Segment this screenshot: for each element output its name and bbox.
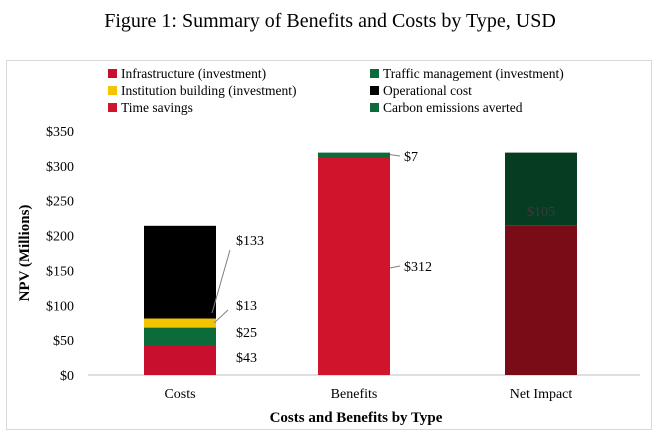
legend-label: Carbon emissions averted [383,100,523,115]
data-label: $312 [404,260,432,275]
data-label: $43 [236,351,257,366]
y-tick-label: $200 [46,230,74,245]
leader-line [389,154,401,157]
data-label: $105 [527,205,555,220]
legend-label: Institution building (investment) [121,83,297,98]
x-tick-label: Costs [164,387,195,402]
legend-label: Operational cost [383,83,472,98]
data-label: $133 [236,234,264,249]
chart-frame [6,60,652,430]
legend-label: Infrastructure (investment) [121,66,267,81]
bar-segment [318,157,390,375]
legend-swatch [108,69,117,78]
y-tick-label: $300 [46,160,74,175]
y-tick-label: $350 [46,125,74,140]
legend-item: Institution building (investment) [108,83,297,99]
legend-swatch [108,86,117,95]
y-tick-label: $250 [46,195,74,210]
y-tick-label: $100 [46,299,74,314]
bar-segment [318,152,390,158]
bar-segment [505,152,577,226]
legend-label: Time savings [121,100,193,115]
legend-item: Carbon emissions averted [370,100,522,116]
chart-title: Figure 1: Summary of Benefits and Costs … [104,10,556,32]
legend-swatch [108,103,117,112]
data-label: $13 [236,299,257,314]
y-tick-label: $0 [60,369,74,384]
y-axis-title: NPV (Millions) [17,205,33,302]
bar-segment [144,345,216,375]
legend-label: Traffic management (investment) [383,66,564,81]
y-tick-label: $150 [46,264,74,279]
legend-item: Infrastructure (investment) [108,66,266,82]
leader-line [389,265,401,269]
legend-item: Time savings [108,100,193,116]
x-tick-label: Net Impact [510,387,573,402]
leader-line [211,249,231,314]
bar-segment [144,327,216,346]
data-label: $7 [404,150,418,165]
legend-swatch [370,103,379,112]
x-axis-title: Costs and Benefits by Type [270,410,443,426]
data-label: $25 [236,326,257,341]
legend-item: Operational cost [370,83,472,99]
legend-item: Traffic management (investment) [370,66,564,82]
bar-segment [144,318,216,328]
legend-swatch [370,69,379,78]
y-tick-label: $50 [53,334,74,349]
legend-swatch [370,86,379,95]
bar-segment [144,225,216,319]
x-tick-label: Benefits [331,387,378,402]
leader-line [213,309,229,324]
bar-segment [505,225,577,375]
